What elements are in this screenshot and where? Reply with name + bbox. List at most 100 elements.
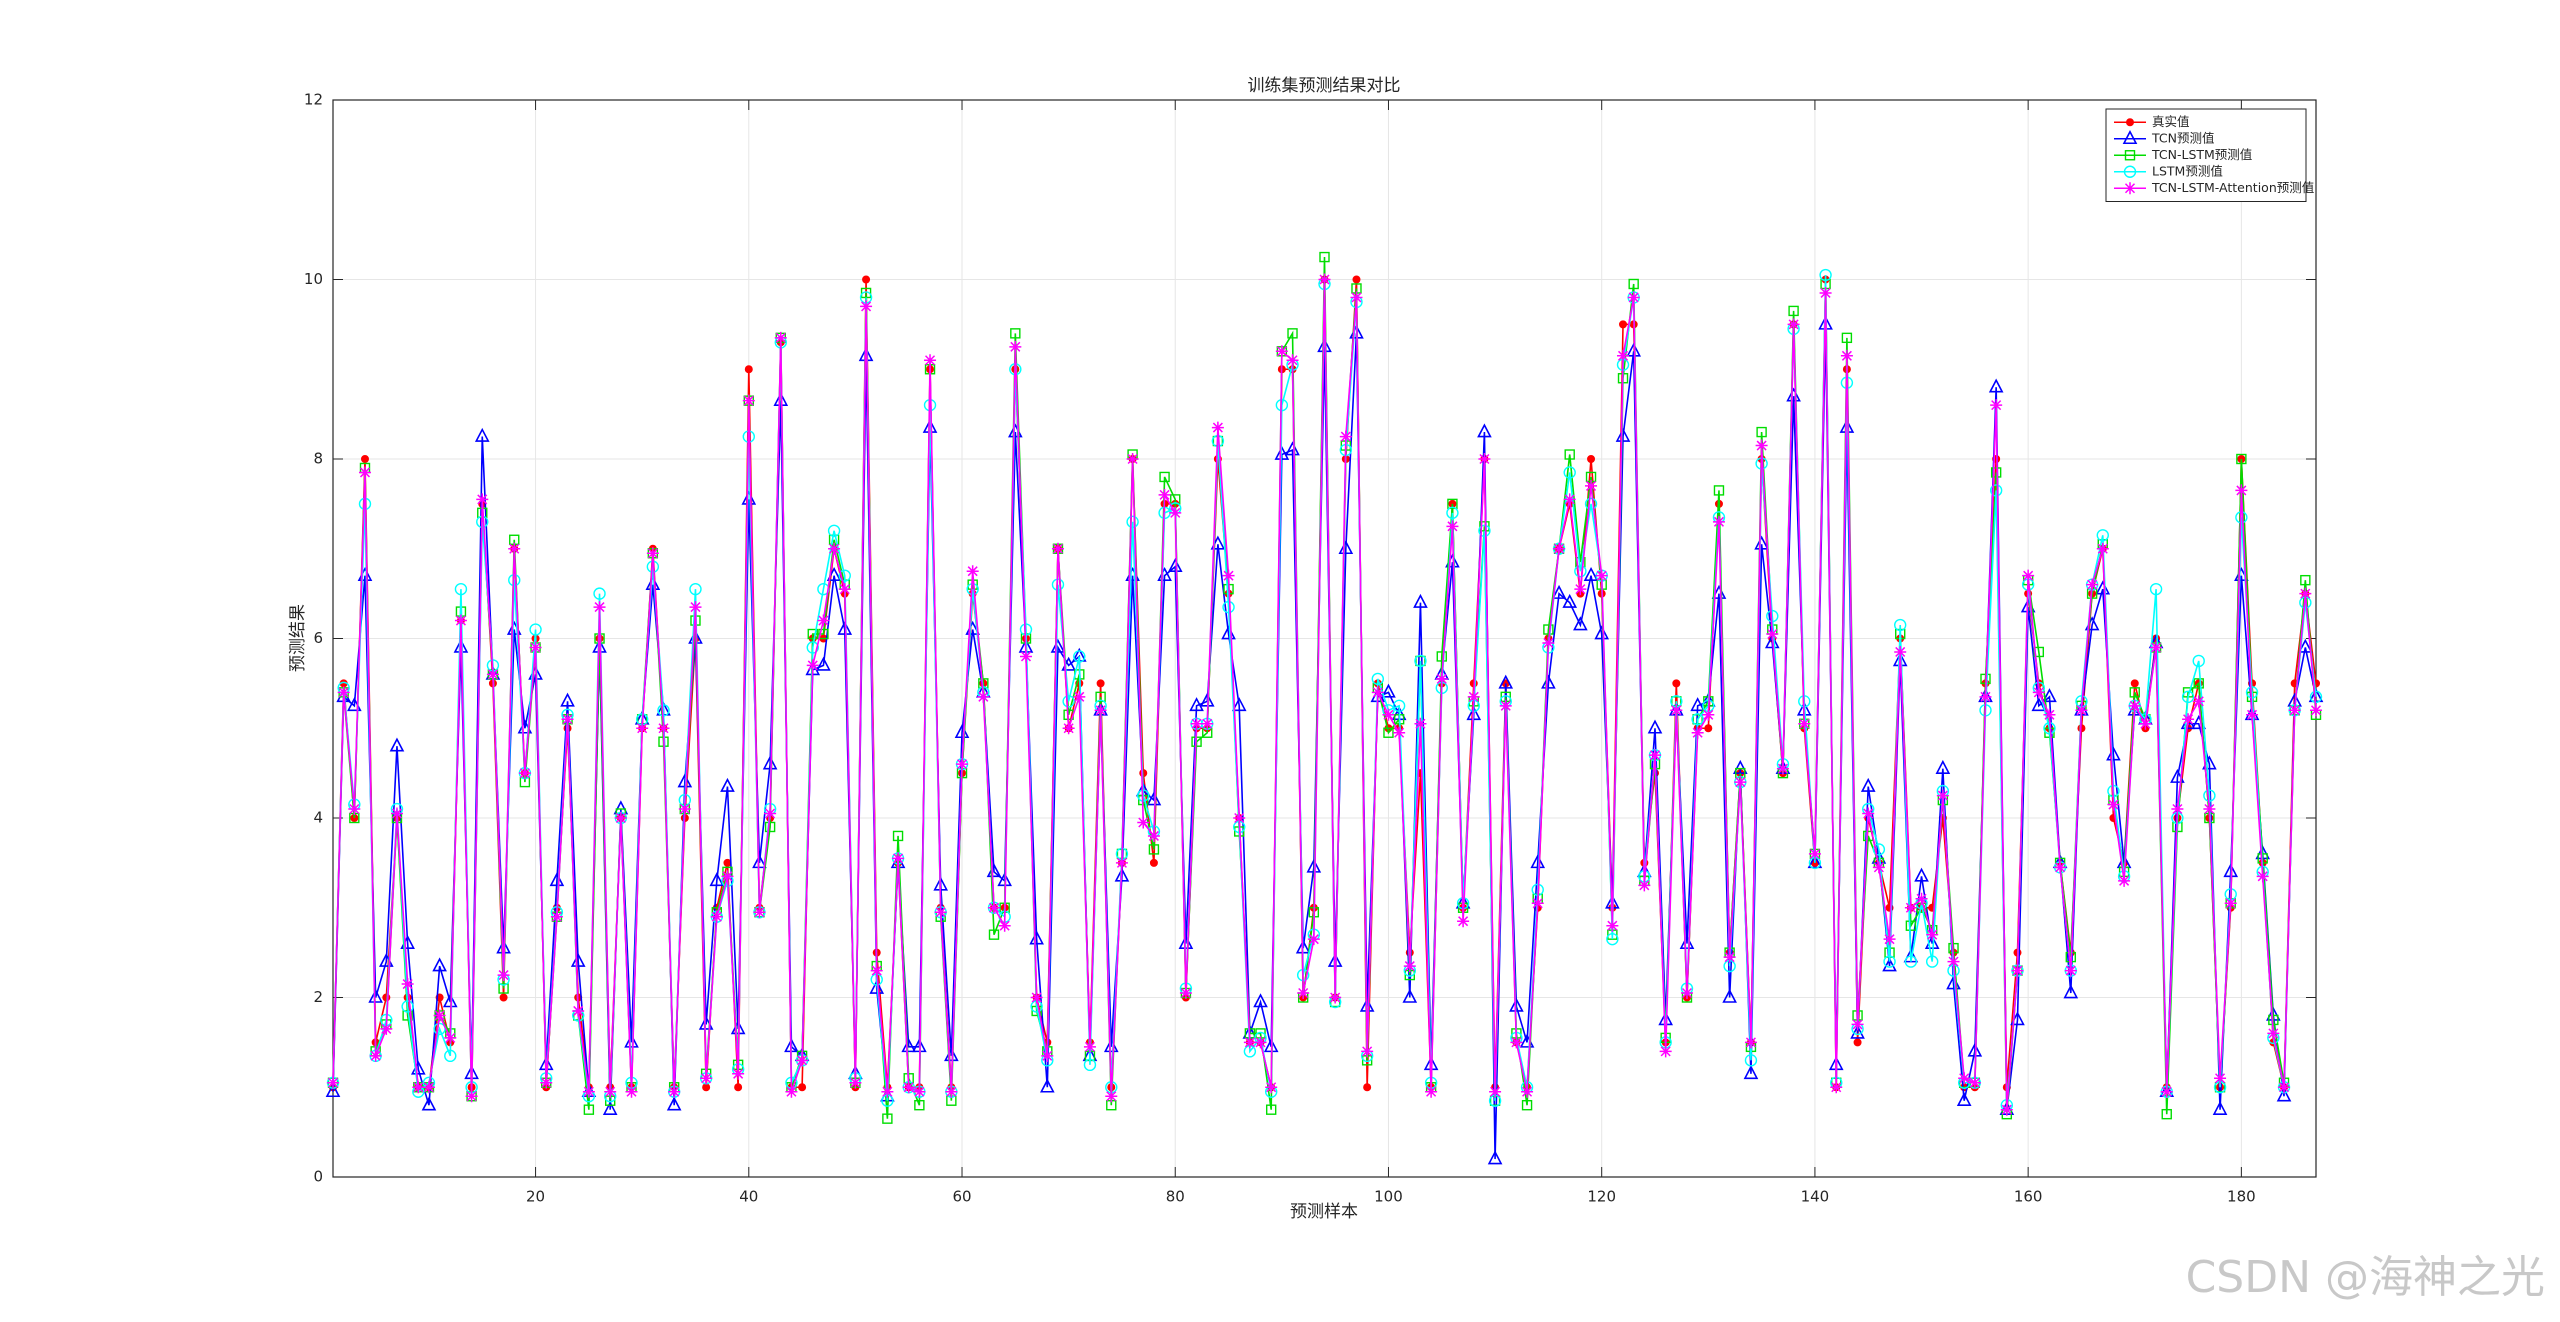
marker-circle — [2096, 529, 2109, 542]
marker-circle — [838, 569, 851, 582]
marker-star — [1254, 1036, 1267, 1049]
marker-circle — [1872, 843, 1886, 856]
marker-square — [583, 1104, 595, 1115]
marker-star — [1787, 318, 1800, 331]
x-tick-label: 100 — [1374, 1188, 1403, 1206]
marker-star — [1990, 399, 2003, 412]
marker-star — [1499, 699, 1512, 712]
marker-star — [358, 466, 371, 479]
marker-star — [2267, 1027, 2280, 1040]
x-tick-label: 140 — [1801, 1188, 1830, 1206]
marker-triangle — [1690, 697, 1705, 712]
marker-square — [1905, 920, 1917, 931]
marker-star — [1776, 762, 1789, 775]
marker-circle — [2245, 686, 2259, 699]
marker-star — [422, 1081, 435, 1094]
marker-star — [1382, 708, 1395, 721]
marker-triangle — [1050, 638, 1066, 653]
marker-star — [1819, 286, 1832, 299]
marker-triangle — [560, 692, 575, 707]
marker-star — [1649, 749, 1661, 762]
marker-star — [1670, 704, 1683, 717]
marker-star — [1286, 354, 1299, 367]
marker-star — [1158, 488, 1171, 501]
marker-triangle — [1594, 625, 1610, 640]
marker-star — [1073, 690, 1086, 703]
marker-star — [753, 906, 766, 919]
y-tick-label: 8 — [313, 450, 323, 468]
marker-star — [1414, 717, 1427, 730]
marker-triangle — [368, 988, 383, 1003]
marker-circle — [817, 582, 830, 596]
marker-star — [1307, 933, 1320, 946]
marker-circle — [1883, 955, 1896, 968]
marker-star — [774, 331, 787, 344]
marker-triangle — [1615, 427, 1631, 442]
x-tick-label: 120 — [1587, 1188, 1616, 1206]
marker-dot — [1363, 1083, 1372, 1092]
marker-star — [1083, 1040, 1096, 1053]
marker-star — [2139, 717, 2152, 730]
marker-triangle — [1381, 683, 1396, 698]
marker-star — [465, 1090, 478, 1103]
marker-circle — [1691, 713, 1704, 726]
marker-star — [412, 1081, 425, 1094]
marker-star — [1233, 812, 1246, 824]
marker-triangle — [2212, 1100, 2228, 1115]
marker-triangle — [2122, 130, 2138, 145]
marker-square — [1436, 651, 1447, 662]
marker-triangle — [816, 656, 831, 671]
marker-triangle — [325, 1083, 341, 1098]
marker-star — [1318, 273, 1331, 286]
marker-star — [1894, 645, 1907, 658]
marker-star — [593, 601, 606, 614]
marker-circle — [1446, 506, 1459, 520]
marker-triangle — [1285, 441, 1300, 456]
marker-star — [2278, 1081, 2291, 1094]
x-tick-label: 80 — [1166, 1188, 1185, 1206]
marker-star — [1457, 915, 1470, 928]
marker-star — [1041, 1049, 1054, 1062]
marker-triangle — [666, 1096, 682, 1111]
marker-circle — [1904, 955, 1918, 968]
y-tick-label: 2 — [313, 988, 323, 1006]
grid — [333, 99, 2316, 1178]
marker-star — [1680, 987, 1693, 1000]
marker-circle — [454, 582, 468, 596]
marker-circle — [1894, 618, 1907, 632]
marker-circle — [1414, 654, 1427, 668]
marker-star — [433, 1009, 446, 1022]
marker-star — [924, 354, 937, 367]
marker-star — [1755, 439, 1768, 452]
marker-circle — [806, 641, 819, 654]
marker-square — [1159, 471, 1170, 483]
marker-triangle — [2276, 1087, 2292, 1102]
marker-triangle — [1583, 566, 1599, 581]
marker-triangle — [1647, 719, 1663, 734]
marker-star — [1201, 717, 1214, 730]
marker-square — [1095, 691, 1106, 703]
marker-triangle — [869, 979, 885, 994]
marker-star — [1190, 717, 1203, 730]
marker-star — [1243, 1036, 1256, 1049]
marker-triangle — [1764, 634, 1780, 649]
marker-star — [1691, 726, 1704, 739]
marker-star — [1019, 650, 1032, 663]
marker-circle — [2149, 582, 2163, 596]
marker-triangle — [1988, 378, 2004, 393]
marker-star — [550, 910, 563, 923]
marker-dot — [1704, 724, 1713, 733]
marker-square — [1170, 494, 1181, 505]
marker-star — [1585, 479, 1598, 492]
marker-square — [1521, 1099, 1533, 1111]
marker-star — [934, 906, 947, 919]
marker-star — [2000, 1103, 2013, 1116]
marker-star — [1936, 789, 1949, 802]
marker-triangle — [1754, 535, 1769, 550]
marker-star — [1830, 1081, 1843, 1094]
marker-square — [807, 628, 818, 640]
marker-star — [401, 978, 414, 991]
marker-square — [1447, 498, 1458, 510]
marker-circle — [1062, 695, 1075, 708]
